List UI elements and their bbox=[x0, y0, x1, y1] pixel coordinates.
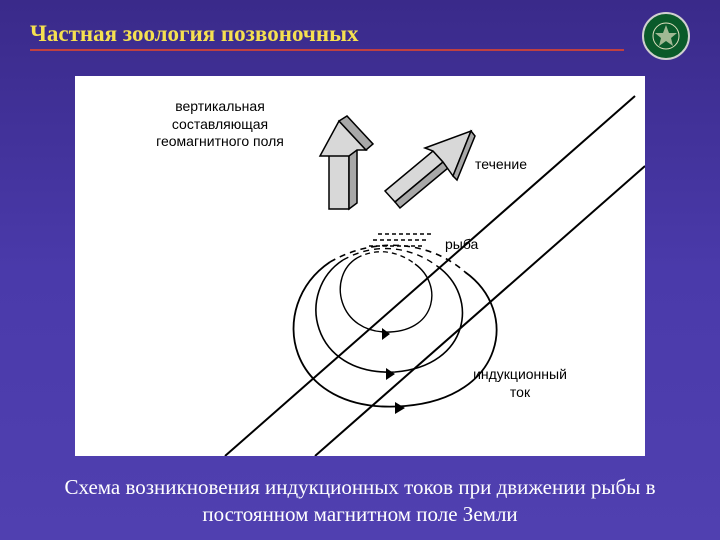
label-induction-current: индукционныйток bbox=[455, 366, 585, 401]
loop-arrowhead bbox=[382, 328, 390, 340]
flow-arrow-icon bbox=[385, 131, 475, 208]
caption: Схема возникновения индукционных токов п… bbox=[30, 474, 690, 529]
induction-loop-inner-back bbox=[357, 252, 415, 264]
label-vertical-component: вертикальнаясоставляющаягеомагнитного по… bbox=[135, 98, 305, 151]
emblem-icon bbox=[651, 21, 681, 51]
logo-badge bbox=[642, 12, 690, 60]
stream-line bbox=[315, 166, 645, 456]
loop-arrowhead bbox=[395, 402, 405, 414]
vertical-arrow-icon bbox=[320, 116, 373, 209]
induction-loop-mid-front bbox=[316, 260, 462, 372]
page-title: Частная зоология позвоночных bbox=[30, 21, 624, 51]
label-current-flow: течение bbox=[475, 156, 527, 174]
loop-arrowhead bbox=[386, 368, 395, 380]
diagram-panel: вертикальнаясоставляющаягеомагнитного по… bbox=[75, 76, 645, 456]
induction-loop-inner-front bbox=[340, 258, 432, 332]
label-fish: рыба bbox=[445, 236, 478, 254]
header: Частная зоология позвоночных bbox=[0, 0, 720, 66]
